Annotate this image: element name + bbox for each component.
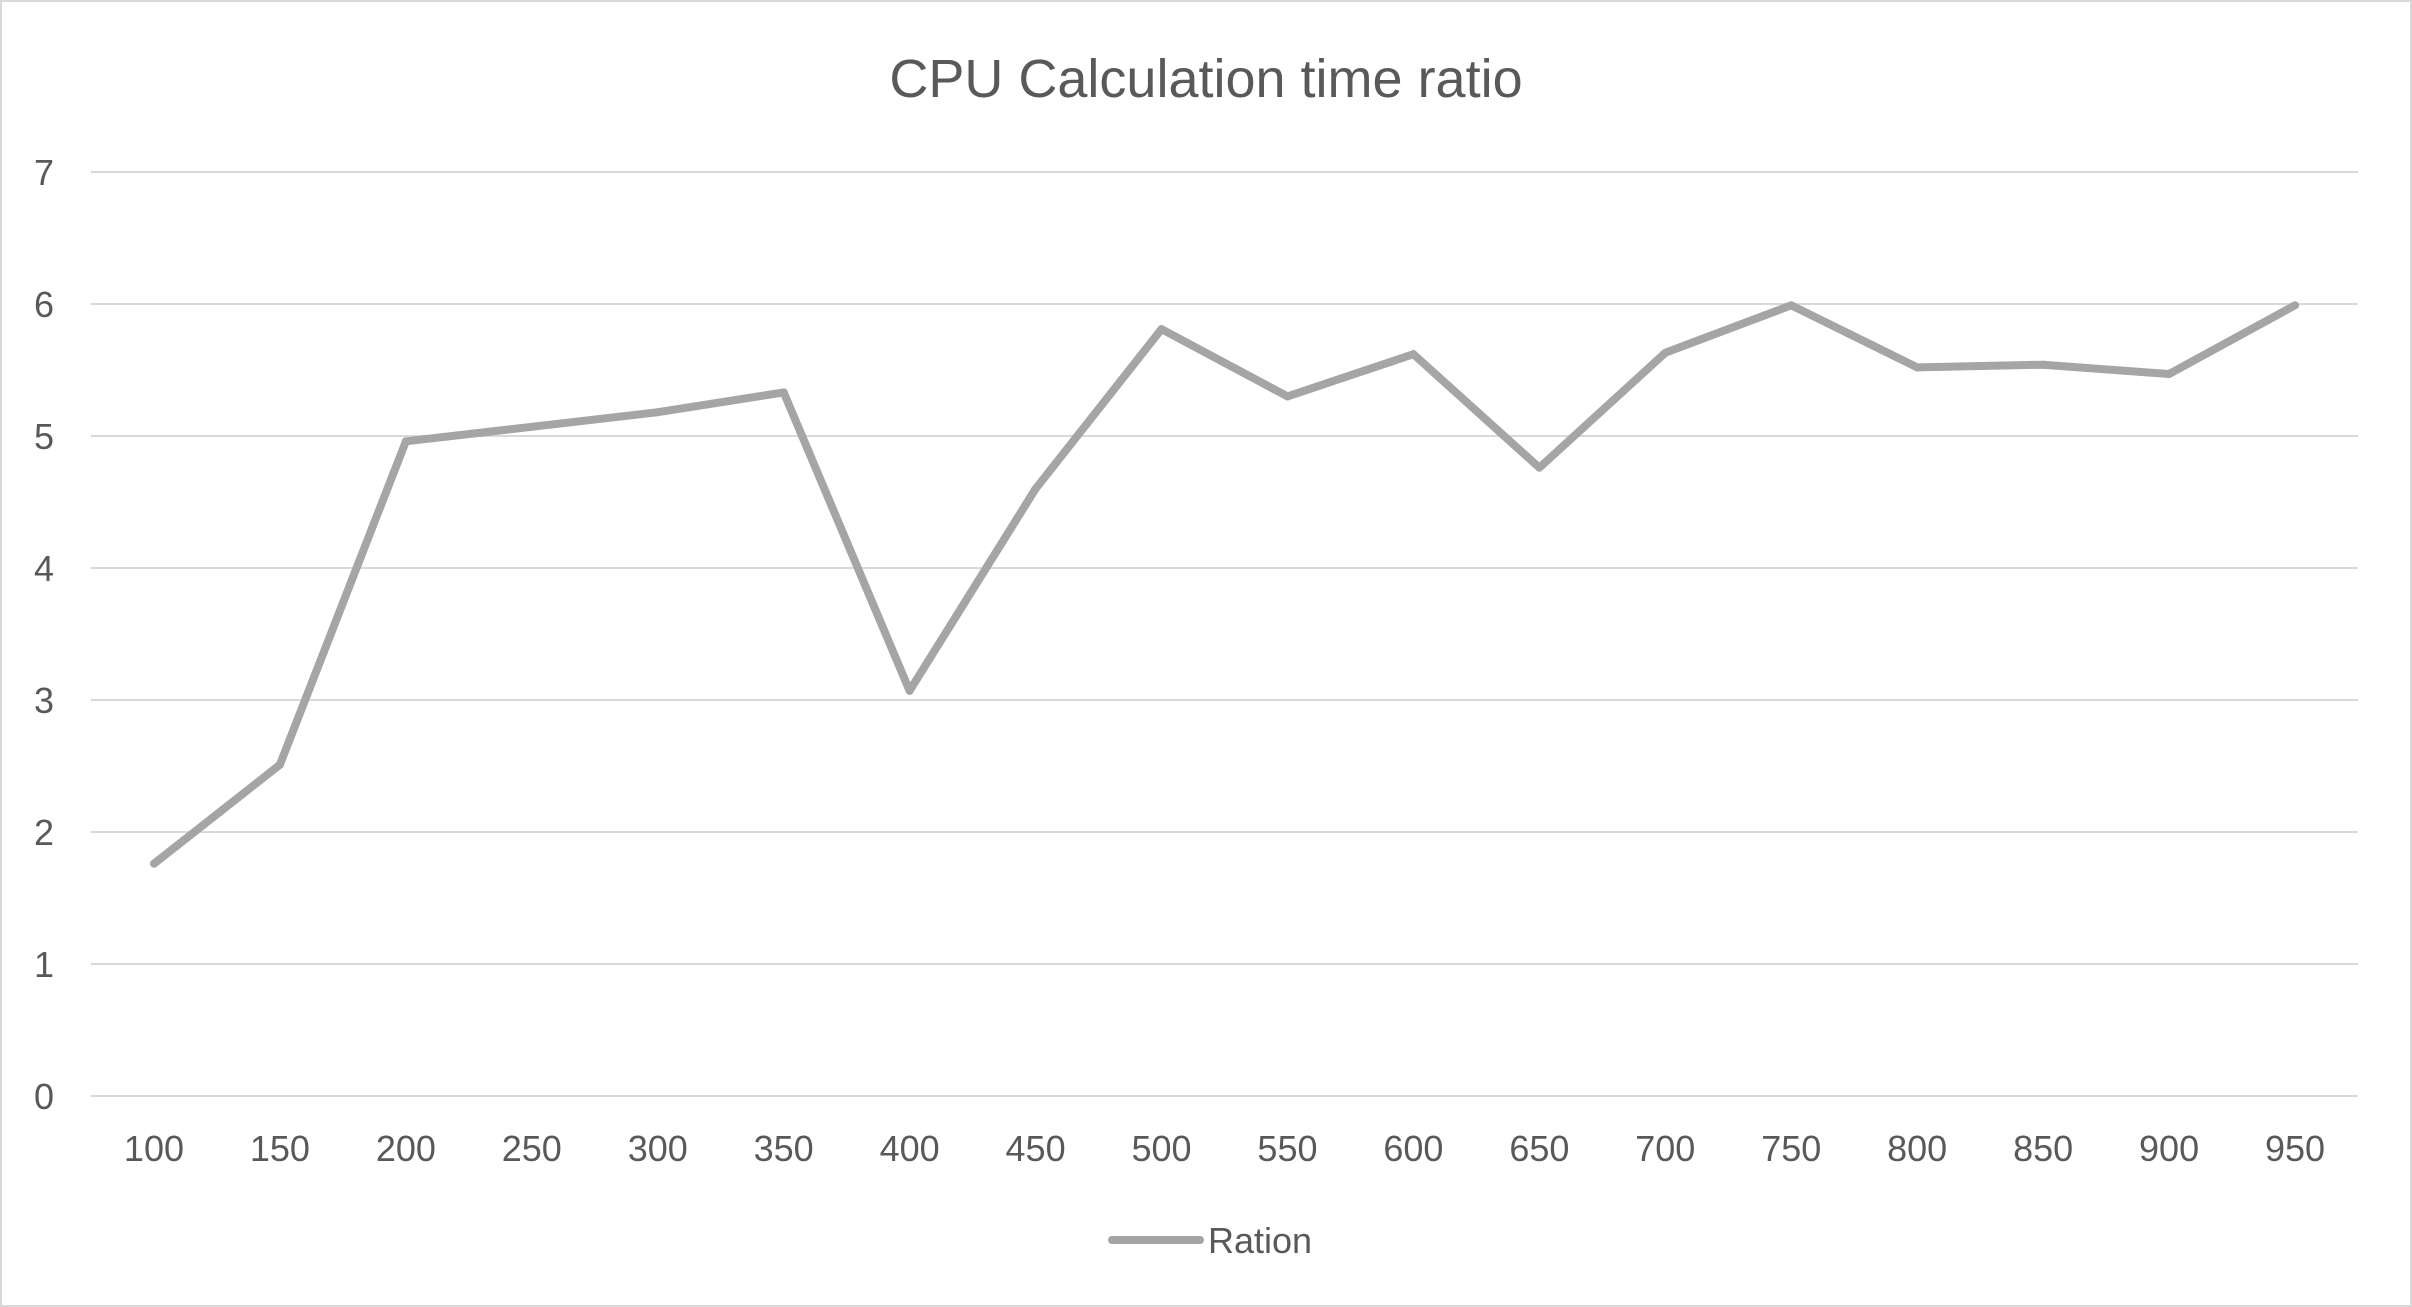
x-tick-label: 900 bbox=[2139, 1128, 2199, 1169]
data-point bbox=[401, 437, 410, 446]
y-tick-label: 2 bbox=[34, 812, 54, 853]
data-point bbox=[1787, 301, 1796, 310]
data-point bbox=[275, 760, 284, 769]
data-point bbox=[1409, 350, 1418, 359]
x-tick-label: 700 bbox=[1635, 1128, 1695, 1169]
data-point bbox=[905, 686, 914, 695]
data-point bbox=[1157, 325, 1166, 334]
y-axis-ticks: 0 1 2 3 4 5 6 7 bbox=[34, 152, 54, 1117]
data-point bbox=[1283, 392, 1292, 401]
x-tick-label: 950 bbox=[2265, 1128, 2325, 1169]
chart-title: CPU Calculation time ratio bbox=[889, 49, 1522, 109]
x-tick-label: 750 bbox=[1761, 1128, 1821, 1169]
data-point bbox=[1031, 484, 1040, 493]
x-tick-label: 350 bbox=[754, 1128, 814, 1169]
x-tick-label: 550 bbox=[1257, 1128, 1317, 1169]
data-point bbox=[149, 859, 158, 868]
y-tick-label: 5 bbox=[34, 416, 54, 457]
data-point bbox=[779, 388, 788, 397]
series-line bbox=[150, 301, 2299, 868]
series-layer bbox=[149, 301, 2300, 868]
data-point bbox=[2039, 360, 2048, 369]
data-point bbox=[527, 422, 536, 431]
data-point bbox=[2165, 369, 2174, 378]
y-tick-label: 3 bbox=[34, 680, 54, 721]
data-point bbox=[1661, 348, 1670, 357]
x-tick-label: 150 bbox=[250, 1128, 310, 1169]
legend-label: Ration bbox=[1208, 1220, 1312, 1261]
x-tick-label: 500 bbox=[1131, 1128, 1191, 1169]
legend: Ration bbox=[1108, 1220, 1312, 1261]
y-tick-label: 4 bbox=[34, 548, 54, 589]
x-tick-label: 800 bbox=[1887, 1128, 1947, 1169]
x-tick-label: 300 bbox=[628, 1128, 688, 1169]
gridlines bbox=[91, 171, 2358, 1097]
x-tick-label: 250 bbox=[502, 1128, 562, 1169]
y-tick-label: 6 bbox=[34, 284, 54, 325]
x-tick-label: 650 bbox=[1509, 1128, 1569, 1169]
x-tick-label: 200 bbox=[376, 1128, 436, 1169]
data-point bbox=[653, 408, 662, 417]
y-tick-label: 0 bbox=[34, 1076, 54, 1117]
x-tick-label: 850 bbox=[2013, 1128, 2073, 1169]
data-point bbox=[1913, 363, 1922, 372]
x-axis-ticks: 100 150 200 250 300 350 400 450 500 550 600 650 700 7… bbox=[124, 1128, 2325, 1169]
data-point bbox=[1535, 463, 1544, 472]
y-tick-label: 7 bbox=[34, 152, 54, 193]
x-tick-label: 450 bbox=[1006, 1128, 1066, 1169]
x-tick-label: 100 bbox=[124, 1128, 184, 1169]
y-tick-label: 1 bbox=[34, 944, 54, 985]
x-tick-label: 600 bbox=[1383, 1128, 1443, 1169]
x-tick-label: 400 bbox=[880, 1128, 940, 1169]
data-point bbox=[2291, 301, 2300, 310]
